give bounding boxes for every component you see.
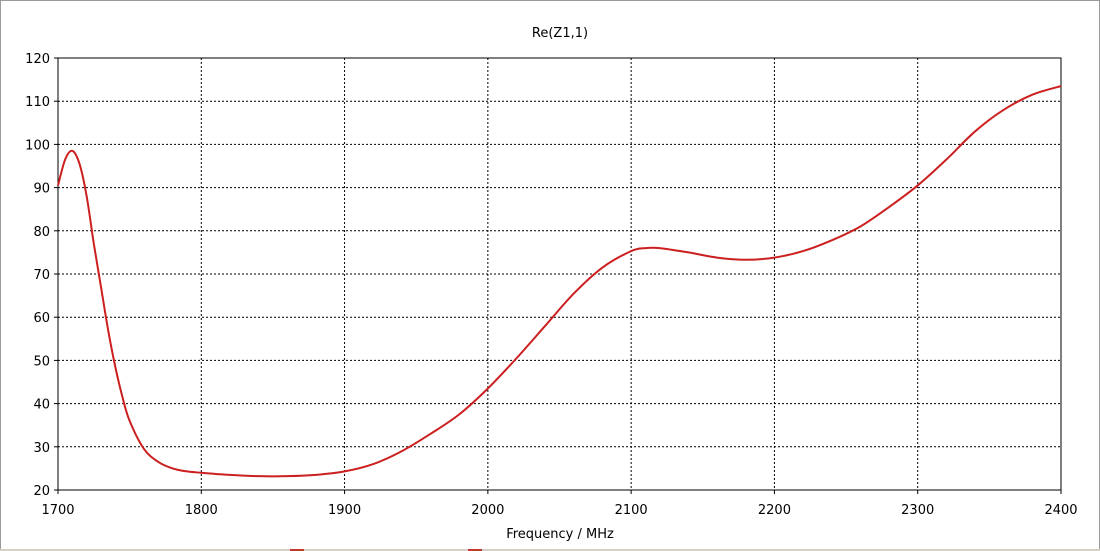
grid-lines: [58, 58, 1061, 490]
chart-title: Re(Z1,1): [532, 26, 588, 41]
series-group: [57, 85, 1062, 478]
y-tick-label: 120: [25, 52, 50, 67]
x-tick-label: 1900: [328, 503, 361, 518]
y-tick-label: 50: [33, 354, 50, 369]
bottom-tab-marker[interactable]: [468, 549, 482, 551]
x-tick-label: 2400: [1044, 503, 1077, 518]
y-tick-label: 30: [33, 441, 50, 456]
x-tick-label: 2100: [615, 503, 648, 518]
x-tick-label: 1700: [41, 503, 74, 518]
x-tick-label: 2000: [471, 503, 504, 518]
x-axis: 1700 1800 1900 2000 2100 2200 2300 2400: [41, 490, 1078, 518]
x-axis-label: Frequency / MHz: [506, 527, 614, 542]
series-line: [57, 85, 1062, 478]
y-tick-label: 20: [33, 484, 50, 499]
y-tick-label: 90: [33, 182, 50, 197]
y-tick-label: 100: [25, 138, 50, 153]
y-tick-label: 70: [33, 268, 50, 283]
y-axis: 20 30 40 50 60 70 80 90 100 110 120: [25, 52, 58, 499]
x-tick-label: 2200: [758, 503, 791, 518]
x-tick-label: 1800: [185, 503, 218, 518]
y-tick-label: 40: [33, 398, 50, 413]
bottom-tab-strip: [0, 549, 1100, 551]
x-tick-label: 2300: [901, 503, 934, 518]
bottom-tab-marker[interactable]: [290, 549, 304, 551]
y-tick-label: 60: [33, 311, 50, 326]
y-tick-label: 110: [25, 95, 50, 110]
y-tick-label: 80: [33, 225, 50, 240]
